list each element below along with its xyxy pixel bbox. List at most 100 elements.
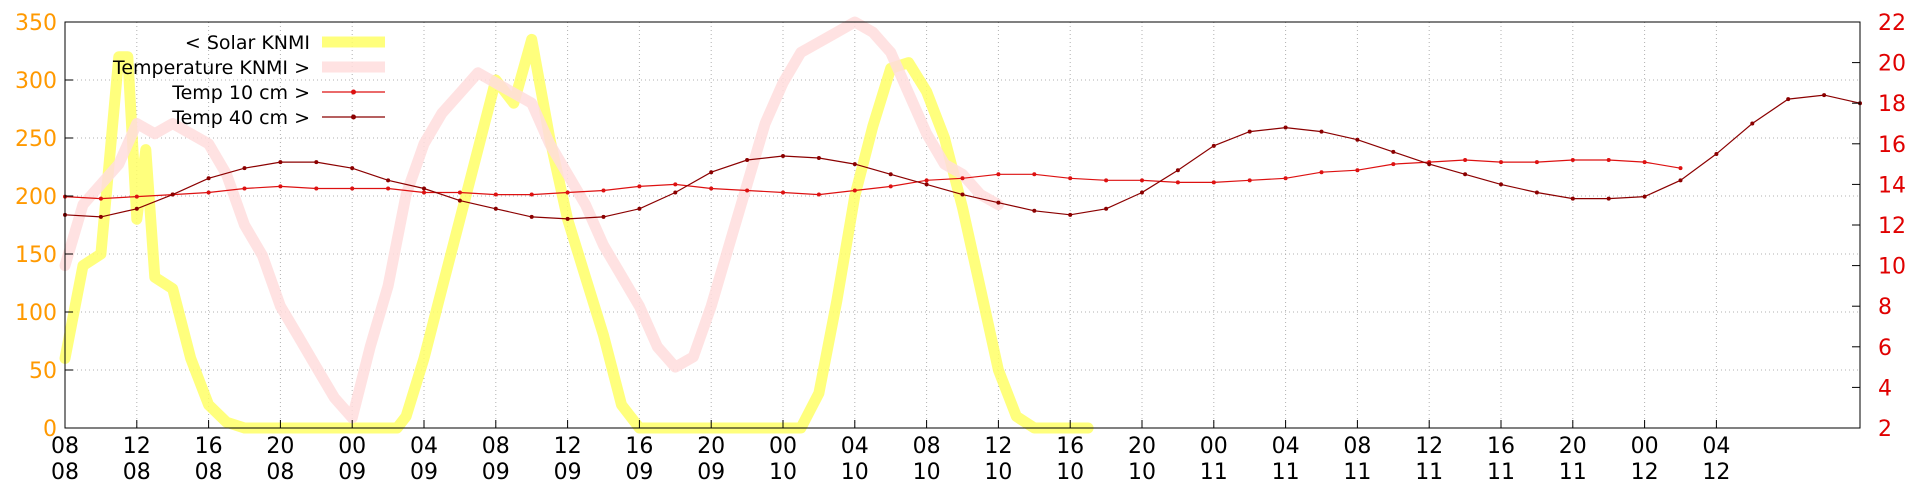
series-line-1 <box>59 16 1004 424</box>
series-point-2 <box>996 172 1001 177</box>
x-tick-day-label: 11 <box>1343 460 1371 480</box>
legend-label: Temperature KNMI > <box>112 57 310 79</box>
series-point-3 <box>1786 97 1791 102</box>
series-point-2 <box>1032 172 1037 177</box>
x-tick-day-label: 12 <box>1702 460 1730 480</box>
series-point-2 <box>1175 180 1180 185</box>
x-tick-day-label: 10 <box>841 460 869 480</box>
x-tick-hour-label: 20 <box>697 434 725 459</box>
series-point-2 <box>1678 166 1683 171</box>
x-tick-hour-label: 16 <box>625 434 653 459</box>
series-point-2 <box>888 184 893 189</box>
series-point-3 <box>1068 212 1073 217</box>
right-tick-label: 12 <box>1878 214 1906 239</box>
series-point-2 <box>1606 158 1611 163</box>
series-point-2 <box>493 192 498 197</box>
series-point-2 <box>1642 160 1647 165</box>
series-point-3 <box>1283 125 1288 130</box>
series-point-3 <box>1750 121 1755 126</box>
series-point-2 <box>1355 168 1360 173</box>
x-tick-day-label: 09 <box>554 460 582 480</box>
left-tick-label: 50 <box>29 359 57 384</box>
x-tick-day-label: 11 <box>1200 460 1228 480</box>
x-tick-hour-label: 20 <box>266 434 294 459</box>
left-tick-label: 350 <box>15 11 57 36</box>
series-point-3 <box>350 166 355 171</box>
legend-layer: < Solar KNMI Temperature KNMI > Temp 10 cm… <box>112 32 385 129</box>
series-point-3 <box>1355 137 1360 142</box>
x-tick-day-label: 08 <box>123 460 151 480</box>
x-tick-hour-label: 00 <box>338 434 366 459</box>
series-point-3 <box>924 182 929 187</box>
right-tick-label: 8 <box>1878 295 1892 320</box>
series-point-2 <box>816 192 821 197</box>
x-tick-hour-label: 16 <box>1487 434 1515 459</box>
series-point-3 <box>1032 208 1037 213</box>
series-point-3 <box>709 170 714 175</box>
series-line-2 <box>64 159 1681 200</box>
legend-label: < Solar KNMI <box>185 32 310 54</box>
series-point-2 <box>422 190 426 195</box>
series-point-3 <box>637 206 642 211</box>
left-tick-label: 250 <box>15 127 57 152</box>
series-point-3 <box>1140 190 1144 195</box>
x-tick-day-label: 11 <box>1415 460 1443 480</box>
x-tick-day-label: 10 <box>1056 460 1084 480</box>
series-point-2 <box>673 182 678 187</box>
series-point-3 <box>206 176 211 181</box>
series-point-3 <box>1319 129 1324 134</box>
x-tick-day-label: 08 <box>51 460 79 480</box>
series-point-3 <box>816 156 821 161</box>
series-point-2 <box>709 186 714 191</box>
right-tick-label: 18 <box>1878 92 1906 117</box>
series-point-2 <box>1570 158 1575 163</box>
x-tick-day-label: 09 <box>410 460 438 480</box>
x-tick-day-label: 08 <box>195 460 223 480</box>
series-point-3 <box>1391 149 1396 154</box>
series-point-3 <box>493 206 498 211</box>
right-tick-label: 22 <box>1878 11 1906 36</box>
series-point-3 <box>565 216 570 221</box>
series-point-2 <box>852 188 857 193</box>
series-point-3 <box>278 160 283 165</box>
series-point-3 <box>1678 178 1683 183</box>
x-tick-hour-label: 04 <box>1272 434 1300 459</box>
x-tick-day-label: 09 <box>338 460 366 480</box>
x-tick-day-label: 11 <box>1487 460 1515 480</box>
x-tick-hour-label: 08 <box>51 434 79 459</box>
series-point-3 <box>386 178 391 183</box>
left-tick-label: 300 <box>15 69 57 94</box>
series-point-3 <box>745 158 750 163</box>
series-point-2 <box>637 184 642 189</box>
series-point-2 <box>1140 178 1144 183</box>
series-point-3 <box>1427 162 1432 167</box>
series-point-3 <box>960 192 965 197</box>
series-point-3 <box>422 186 426 191</box>
x-tick-hour-label: 08 <box>1343 434 1371 459</box>
series-point-3 <box>888 172 893 177</box>
legend-swatch-point <box>351 114 356 120</box>
series-point-3 <box>1714 151 1719 156</box>
series-point-2 <box>314 186 319 191</box>
x-tick-hour-label: 16 <box>195 434 223 459</box>
series-point-3 <box>314 160 319 165</box>
series-point-3 <box>134 206 139 211</box>
series-point-2 <box>457 190 462 195</box>
series-point-2 <box>1068 176 1073 181</box>
series-point-3 <box>852 162 857 167</box>
x-tick-day-label: 09 <box>625 460 653 480</box>
x-tick-hour-label: 04 <box>1702 434 1730 459</box>
series-point-2 <box>960 176 965 181</box>
series-point-3 <box>601 214 606 219</box>
series-point-2 <box>1283 176 1288 181</box>
x-tick-day-label: 10 <box>913 460 941 480</box>
series-point-3 <box>1570 196 1575 201</box>
x-tick-hour-label: 12 <box>123 434 151 459</box>
x-tick-hour-label: 12 <box>554 434 582 459</box>
x-tick-hour-label: 04 <box>410 434 438 459</box>
series-point-3 <box>1247 129 1252 134</box>
left-tick-label: 0 <box>43 417 57 442</box>
series-point-2 <box>1104 178 1109 183</box>
x-tick-hour-label: 20 <box>1559 434 1587 459</box>
